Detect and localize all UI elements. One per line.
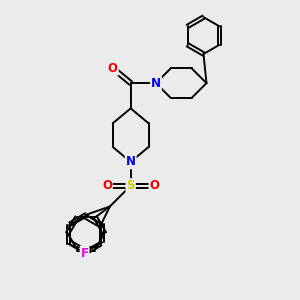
Text: O: O [108,62,118,75]
Text: S: S [126,179,135,192]
Text: O: O [102,179,112,192]
Text: O: O [149,179,160,192]
Text: N: N [151,76,161,90]
Text: F: F [81,247,88,260]
Text: N: N [126,155,136,168]
